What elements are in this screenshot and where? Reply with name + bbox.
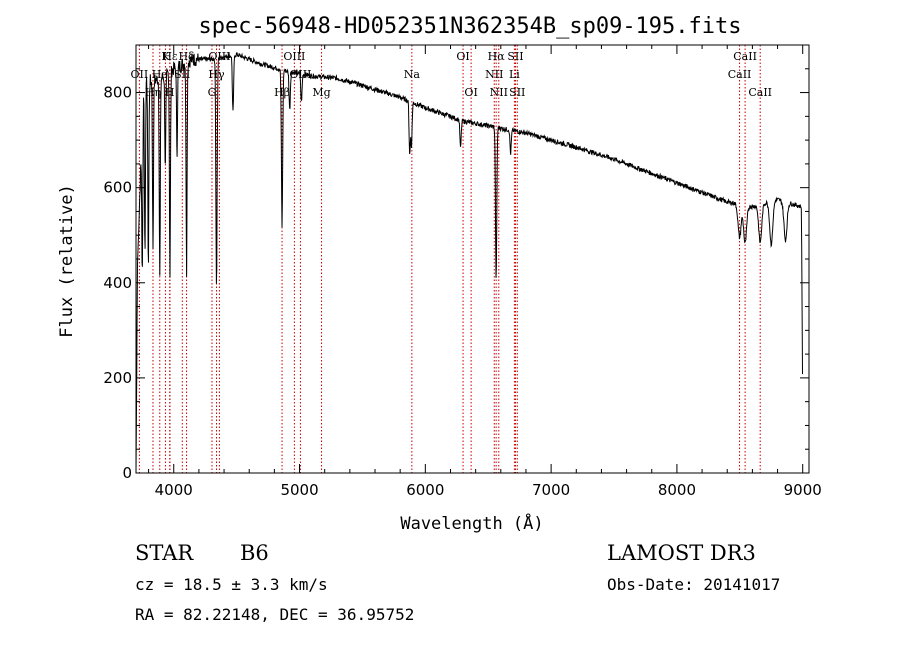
y-tick-label: 600 <box>103 179 132 197</box>
x-axis: 4000 5000 6000 7000 8000 9000 <box>148 45 822 499</box>
spectrum-line <box>135 52 803 474</box>
x-tick-label: 9000 <box>784 481 822 499</box>
x-tick-label: 7000 <box>532 481 570 499</box>
line-marker-label: OI <box>464 86 477 99</box>
y-tick-label: 0 <box>122 464 132 482</box>
plot-frame <box>135 44 810 474</box>
line-marker-label: CaII <box>733 50 757 63</box>
line-marker-label: H <box>165 86 175 99</box>
x-axis-label: Wavelength (Å) <box>400 512 543 534</box>
line-marker-label: OIII <box>283 50 305 63</box>
obs-date: Obs-Date: 20141017 <box>607 575 780 594</box>
line-marker-label: CaII <box>728 68 752 81</box>
y-axis-label: Flux (relative) <box>57 184 77 338</box>
line-marker-label: Na <box>404 68 421 81</box>
line-marker-label: Hη <box>145 86 161 99</box>
spectrum-layer <box>135 52 803 474</box>
y-axis: 0 200 400 600 800 <box>103 68 809 482</box>
info-block: STAR B6 LAMOST DR3 cz = 18.5 ± 3.3 km/s … <box>135 541 780 624</box>
line-marker-label: OIII <box>208 50 230 63</box>
star-label: STAR <box>135 541 194 565</box>
line-marker-label: Li <box>509 68 520 81</box>
line-marker-label: NII <box>485 68 503 81</box>
line-marker-label: OII <box>131 68 149 81</box>
line-marker-label: Hα <box>488 50 506 63</box>
line-marker-label: Mg <box>312 86 330 99</box>
line-marker-label: CaII <box>748 86 772 99</box>
chart-title: spec-56948-HD052351N362354B_sp09-195.fit… <box>198 14 741 39</box>
x-tick-label: 6000 <box>406 481 444 499</box>
line-marker-label: He <box>152 68 168 81</box>
x-tick-label: 4000 <box>155 481 193 499</box>
x-tick-label: 5000 <box>280 481 318 499</box>
y-tick-label: 400 <box>103 274 132 292</box>
cz-value: cz = 18.5 ± 3.3 km/s <box>135 575 328 594</box>
line-marker-label: Hγ <box>208 68 225 81</box>
line-marker-label: OI <box>456 50 469 63</box>
spectral-type: B6 <box>240 541 269 565</box>
line-marker-label: SII <box>507 50 523 63</box>
line-marker-label: NII <box>490 86 508 99</box>
line-marker-label: SII <box>509 86 525 99</box>
y-tick-label: 800 <box>103 84 132 102</box>
line-marker-label: OIII <box>289 68 311 81</box>
line-marker-label: Hδ <box>178 50 195 63</box>
y-tick-label: 200 <box>103 369 132 387</box>
line-marker-label: K <box>161 50 170 63</box>
line-marker-label: SII <box>174 68 190 81</box>
x-tick-label: 8000 <box>658 481 696 499</box>
line-marker-label: Hβ <box>274 86 290 99</box>
line-marker-label: G <box>208 86 217 99</box>
survey-label: LAMOST DR3 <box>607 541 756 565</box>
ra-dec-coords: RA = 82.22148, DEC = 36.95752 <box>135 605 414 624</box>
